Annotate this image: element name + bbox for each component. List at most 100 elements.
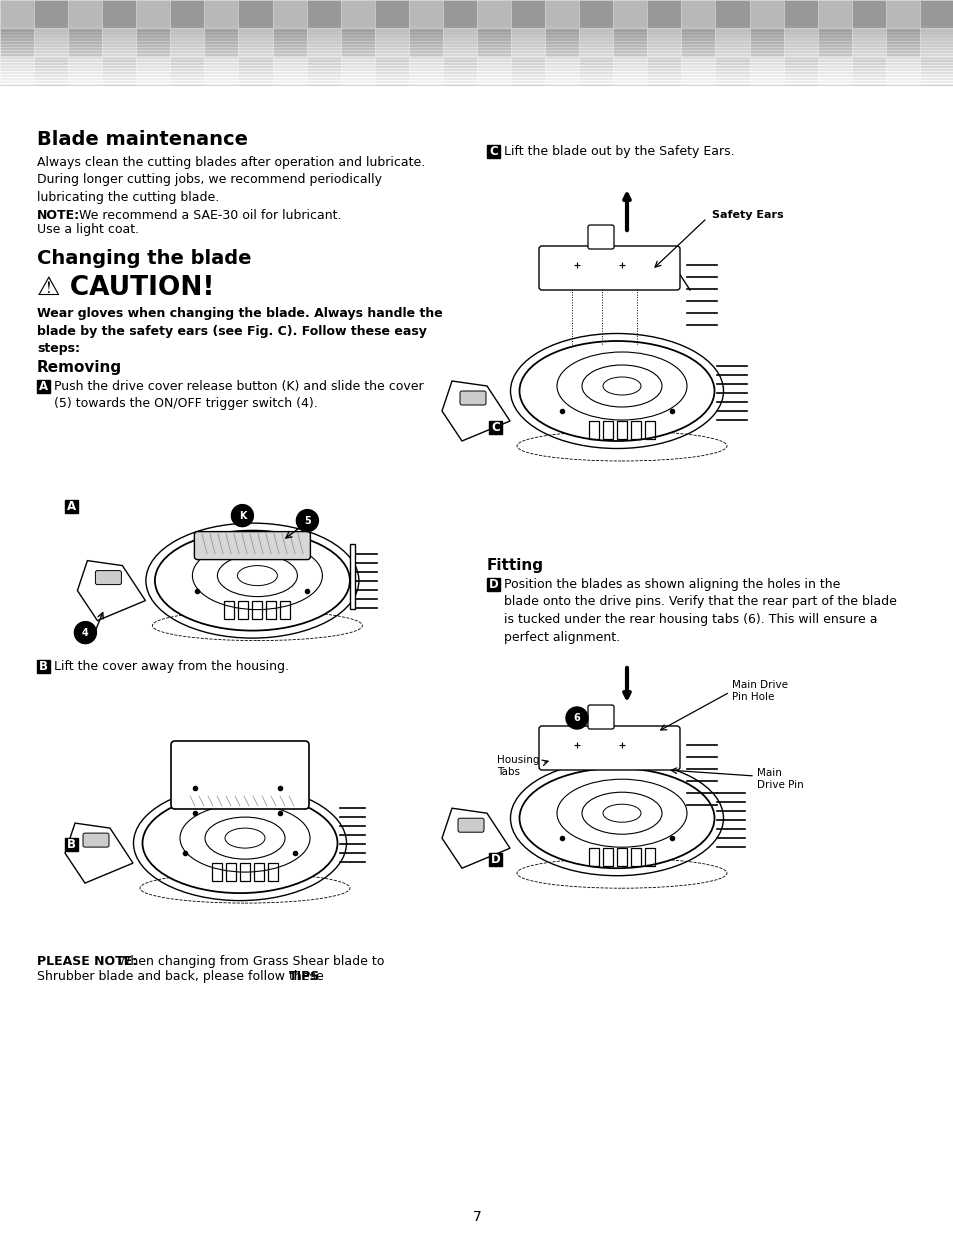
Bar — [0, 40, 953, 42]
Text: Removing: Removing — [37, 359, 122, 375]
Bar — [34, 28, 68, 57]
Text: Housing
Tabs: Housing Tabs — [497, 755, 539, 777]
Bar — [749, 0, 782, 28]
Text: Position the blades as shown aligning the holes in the
blade onto the drive pins: Position the blades as shown aligning th… — [503, 578, 896, 643]
Bar — [0, 26, 953, 28]
Bar — [0, 74, 953, 77]
Text: Push the drive cover release button (K) and slide the cover
(5) towards the ON/O: Push the drive cover release button (K) … — [54, 380, 423, 410]
Text: A: A — [39, 380, 48, 393]
Bar — [253, 863, 264, 881]
Bar — [350, 543, 355, 609]
FancyBboxPatch shape — [587, 225, 614, 249]
Ellipse shape — [519, 768, 714, 868]
Bar — [240, 863, 250, 881]
Bar — [171, 28, 204, 57]
FancyBboxPatch shape — [37, 380, 50, 393]
Bar — [238, 0, 273, 28]
Bar — [204, 0, 238, 28]
Text: Wear gloves when changing the blade. Always handle the
blade by the safety ears : Wear gloves when changing the blade. Alw… — [37, 308, 442, 354]
Text: Main Drive
Pin Hole: Main Drive Pin Hole — [731, 680, 787, 703]
Bar — [102, 0, 136, 28]
Bar — [375, 0, 409, 28]
Ellipse shape — [142, 793, 337, 893]
FancyBboxPatch shape — [587, 705, 614, 729]
Text: Lift the blade out by the Safety Ears.: Lift the blade out by the Safety Ears. — [503, 144, 734, 158]
Bar — [34, 0, 68, 28]
Bar — [644, 848, 655, 866]
Polygon shape — [65, 823, 132, 883]
Bar — [680, 57, 715, 85]
Text: B: B — [67, 839, 76, 851]
Bar — [409, 0, 442, 28]
Bar — [613, 57, 647, 85]
Bar — [680, 28, 715, 57]
Bar — [204, 28, 238, 57]
Bar — [544, 57, 578, 85]
Bar — [238, 28, 273, 57]
Bar — [782, 0, 817, 28]
FancyBboxPatch shape — [65, 500, 78, 513]
Bar — [578, 57, 613, 85]
Circle shape — [565, 706, 587, 729]
Bar — [68, 28, 102, 57]
Bar — [340, 28, 375, 57]
Bar — [782, 57, 817, 85]
Bar — [715, 28, 749, 57]
Polygon shape — [77, 561, 145, 621]
Bar — [171, 0, 204, 28]
Bar — [102, 57, 136, 85]
Bar — [647, 28, 680, 57]
Bar — [0, 38, 953, 40]
Text: Use a light coat.: Use a light coat. — [37, 224, 139, 236]
Bar — [851, 57, 885, 85]
Bar — [715, 0, 749, 28]
FancyBboxPatch shape — [171, 741, 309, 809]
Bar — [0, 30, 953, 31]
Text: 6: 6 — [573, 713, 579, 722]
Bar — [306, 0, 340, 28]
Bar — [0, 73, 953, 74]
Bar — [817, 0, 851, 28]
Bar — [602, 848, 613, 866]
Bar — [0, 36, 953, 37]
Bar — [851, 0, 885, 28]
Bar — [885, 28, 919, 57]
Text: C: C — [489, 144, 497, 158]
Bar — [238, 57, 273, 85]
Bar — [630, 848, 640, 866]
Bar — [0, 78, 953, 79]
Bar — [442, 57, 476, 85]
Bar — [588, 848, 598, 866]
Bar — [782, 28, 817, 57]
Bar — [647, 0, 680, 28]
Bar — [306, 28, 340, 57]
Bar — [226, 863, 235, 881]
Bar — [617, 848, 626, 866]
Bar — [0, 28, 953, 30]
Bar — [749, 57, 782, 85]
FancyBboxPatch shape — [489, 421, 501, 433]
Text: Blade maintenance: Blade maintenance — [37, 130, 248, 149]
Bar — [0, 51, 953, 52]
Bar — [375, 57, 409, 85]
Bar — [204, 57, 238, 85]
Bar — [0, 80, 953, 82]
Bar — [0, 57, 34, 85]
Bar — [715, 57, 749, 85]
Text: 7: 7 — [472, 1210, 481, 1224]
FancyBboxPatch shape — [95, 571, 121, 584]
Bar — [511, 0, 544, 28]
FancyBboxPatch shape — [538, 726, 679, 769]
Bar — [630, 421, 640, 438]
Bar — [0, 42, 953, 43]
Bar — [0, 33, 953, 36]
Text: We recommend a SAE-30 oil for lubricant.: We recommend a SAE-30 oil for lubricant. — [75, 209, 341, 222]
Bar — [0, 72, 953, 73]
Bar — [0, 47, 953, 49]
Text: Changing the blade: Changing the blade — [37, 249, 252, 268]
Bar — [0, 63, 953, 64]
Bar — [602, 421, 613, 438]
Bar — [0, 32, 953, 35]
Bar — [0, 44, 953, 46]
Bar — [0, 53, 953, 56]
